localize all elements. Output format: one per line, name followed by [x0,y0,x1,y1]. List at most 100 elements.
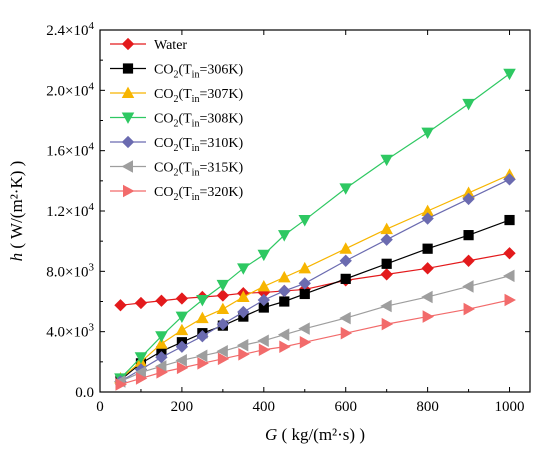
series-5-group [114,173,516,388]
series-6-point [503,269,515,283]
legend-marker [122,63,134,74]
series-2-point [504,214,515,226]
series-6-point [236,338,249,352]
series-5-point [216,317,230,331]
series-7-point [258,343,271,357]
series-7-point [279,340,291,354]
legend-marker [123,184,135,198]
series-3-point [196,311,209,324]
series-1-point [421,262,434,275]
series-2-point [381,258,392,269]
x-tick-label: 600 [334,399,357,415]
legend-label: CO2(Tin=306K) [154,63,243,81]
series-6-point [257,334,269,347]
legend-label-sub: 2 [173,94,178,105]
legend-label: CO2(Tin=320K) [154,185,243,203]
series-2-point [422,243,433,254]
legend-label-sub2: in [192,192,200,203]
legend-label-suffix: =308K) [199,112,243,127]
legend-label-mid: (T [178,63,192,78]
series-7-point [217,352,230,366]
legend-label-mid: (T [178,161,192,176]
y-tick-label: 8.0×103 [46,261,94,280]
series-1-point [380,268,393,281]
y-axis-var: h [7,253,26,262]
x-tick-label: 400 [253,399,276,415]
series-6-point [298,322,310,335]
series-7-point [422,310,435,323]
series-4-point [339,183,352,195]
legend-item: CO2(Tin=308K) [110,112,243,130]
legend-marker [121,37,135,51]
legend-label-sub: 2 [173,70,178,81]
legend-label-sub2: in [192,168,200,179]
series-1-point [155,294,168,307]
series-4-point [503,68,516,81]
x-axis-var: G [265,425,277,444]
series-3-point [298,261,312,274]
series-4-group [114,68,516,385]
series-7-point [340,326,353,340]
series-2-point [340,273,351,284]
series-1-point [216,289,230,302]
series-6-point [421,290,433,304]
series-7-point [504,293,516,307]
series-2-point [463,230,474,241]
series-4-point [380,154,393,167]
series-2-point [299,288,310,300]
legend-label-sub: 2 [173,168,178,179]
series-7-point [381,317,394,331]
series-1-point [462,254,475,267]
y-tick-label: 1.6×104 [46,141,94,160]
y-tick-mantissa: 2.4×10 [46,23,88,39]
series-5-point [421,212,434,225]
legend-marker [121,160,133,173]
legend-label-main: CO [154,136,173,151]
series-7-point [156,366,168,379]
x-tick-label: 800 [416,399,439,415]
series-6-group [114,269,515,388]
series-4-point [462,98,475,111]
legend-label-suffix: =306K) [199,63,243,78]
series-4-point [298,215,312,227]
y-axis-title: h ( W/(m²·K) ) [7,161,26,262]
y-tick-label: 2.0×104 [46,80,94,99]
series-7-point [115,378,127,391]
series-7-point [135,372,148,385]
legend-label-suffix: =315K) [199,161,243,176]
legend-label-suffix: =320K) [199,185,243,200]
legend-label-sub: 2 [173,119,178,130]
series-5-point [278,284,291,298]
legend-label-suffix: =307K) [199,87,243,102]
series-5-point [380,233,393,246]
legend-label-sub2: in [192,143,200,154]
series-4-point [278,230,291,242]
legend-label-mid: (T [178,185,192,200]
series-1-point [134,296,148,310]
legend-label-main: CO [154,63,173,78]
series-5-point [298,277,311,290]
legend-label: CO2(Tin=308K) [154,112,243,130]
legend-item: CO2(Tin=320K) [110,184,243,203]
series-5-point [503,173,516,186]
y-tick-mantissa: 1.2×10 [46,204,88,220]
series-4-point [155,331,168,343]
series-5-point [196,330,209,343]
legend-item: CO2(Tin=306K) [110,63,243,81]
x-axis-title: G ( kg/(m²·s) ) [265,425,365,444]
series-4-point [257,249,271,262]
legend-label-main: Water [154,38,187,53]
series-5-point [339,254,352,267]
y-tick-label: 1.2×104 [46,201,94,220]
y-tick-label: 0.0 [75,385,94,401]
x-axis-unit: ( kg/(m²·s) ) [277,425,365,444]
legend-label-mid: (T [178,112,192,127]
legend-label-sub2: in [192,119,200,130]
series-6-point [216,344,228,358]
series-5-point [175,340,189,353]
series-7-point [299,335,312,349]
series-1-group [114,247,516,312]
legend-label: Water [154,38,187,53]
legend-label-suffix: =310K) [199,136,243,151]
